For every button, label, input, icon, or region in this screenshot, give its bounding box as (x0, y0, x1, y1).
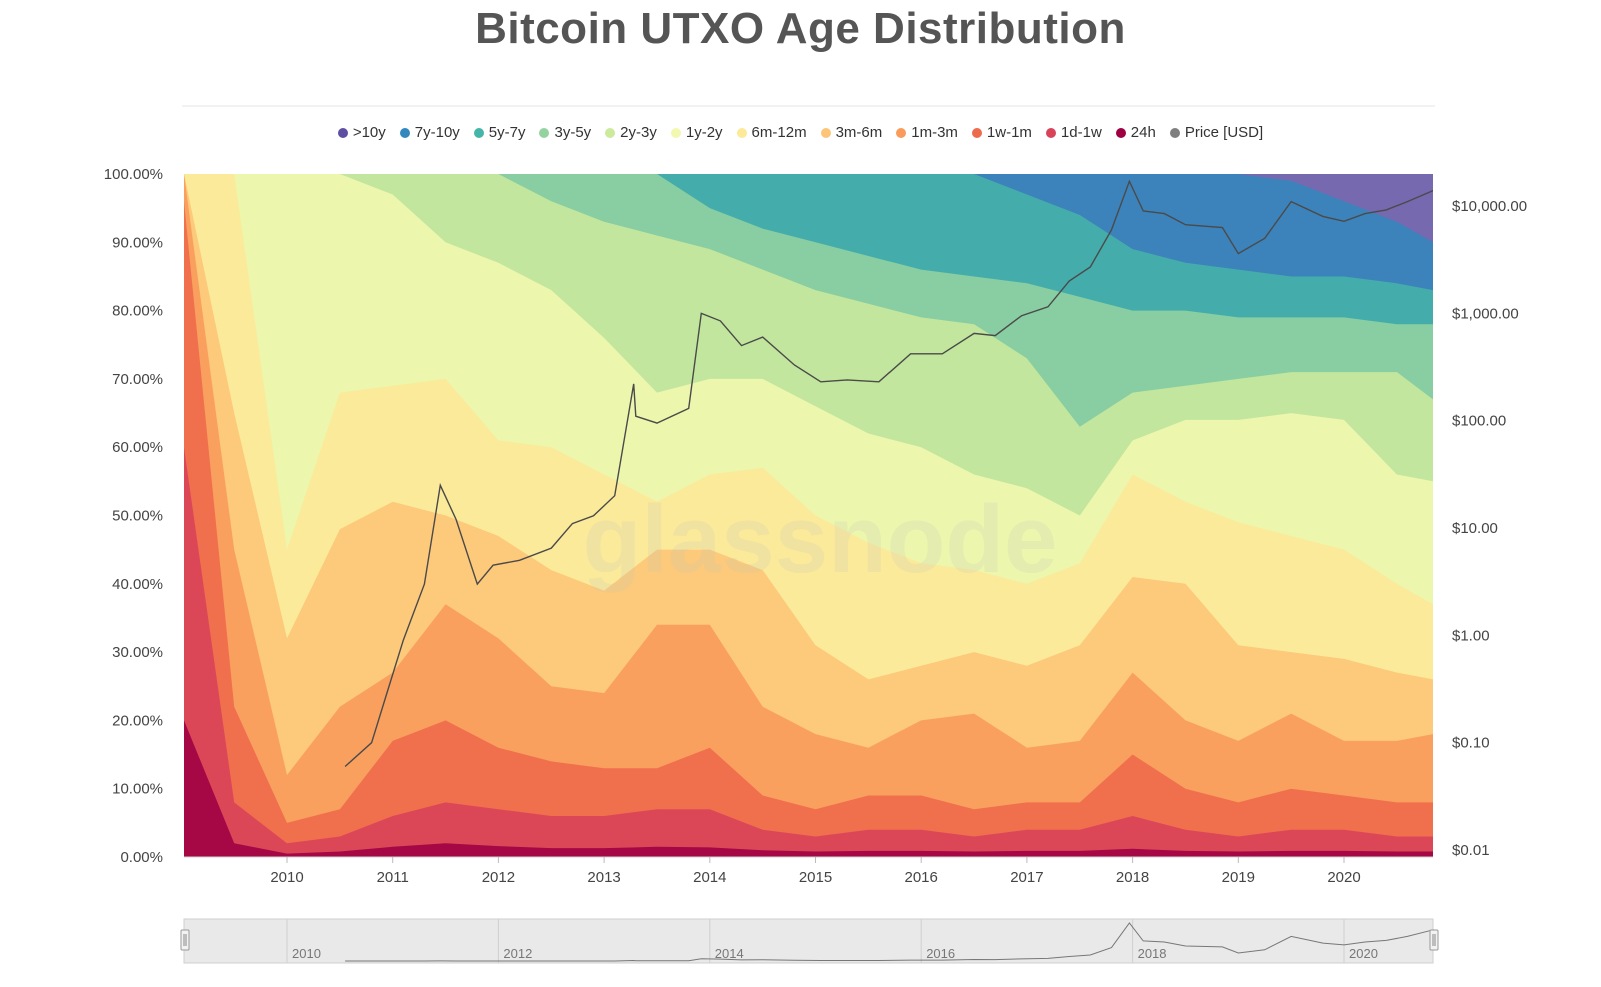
area-series-1w-1m (184, 201, 1433, 857)
area-series-1m-3m (184, 174, 1433, 857)
legend-dot-icon (736, 127, 747, 138)
legend-item-10[interactable]: 1d-1w (1045, 124, 1102, 141)
x-tick-label: 2020 (1327, 869, 1360, 886)
watermark-text: glassnode (583, 486, 1058, 593)
navigator-tick-label: 2018 (1138, 946, 1167, 961)
legend-label: 7y-10y (414, 124, 460, 141)
legend-label: >10y (352, 124, 386, 141)
x-tick-label: 2010 (270, 869, 303, 886)
legend-item-2[interactable]: 5y-7y (473, 124, 526, 141)
y-tick-label: 40.00% (112, 576, 163, 593)
x-tick-label: 2014 (693, 869, 726, 886)
legend-dot-icon (1169, 127, 1180, 138)
y-tick-label: 0.00% (120, 849, 163, 866)
y2-tick-label: $10,000.00 (1452, 198, 1527, 215)
y-tick-label: 20.00% (112, 712, 163, 729)
legend-label: 1m-3m (911, 124, 958, 141)
navigator-tick-label: 2016 (926, 946, 955, 961)
price-line-group (344, 179, 1433, 768)
y-tick-label: 70.00% (112, 371, 163, 388)
navigator-handle-left[interactable] (180, 929, 190, 951)
legend-dot-icon (337, 127, 348, 138)
legend-label: 2y-3y (620, 124, 657, 141)
y2-tick-label: $0.10 (1452, 735, 1490, 752)
y2-tick-label: $10.00 (1452, 520, 1498, 537)
chart-legend: >10y 7y-10y 5y-7y 3y-5y 2y-3y 1y-2y 6m-12m 3m-6… (0, 124, 1601, 141)
x-tick-label: 2015 (799, 869, 832, 886)
legend-dot-icon (1045, 127, 1056, 138)
legend-item-0[interactable]: >10y (337, 124, 386, 141)
legend-dot-icon (399, 127, 410, 138)
legend-item-11[interactable]: 24h (1115, 124, 1156, 141)
legend-label: 5y-7y (488, 124, 526, 141)
legend-label: 24h (1130, 124, 1156, 141)
navigator-tick-label: 2020 (1349, 946, 1378, 961)
y2-tick-label: $100.00 (1452, 413, 1506, 430)
legend-item-12[interactable]: Price [USD] (1169, 124, 1264, 141)
legend-label: Price [USD] (1184, 124, 1264, 141)
y-tick-label: 100.00% (104, 166, 163, 183)
y2-tick-label: $1,000.00 (1452, 305, 1519, 322)
legend-label: 1d-1w (1060, 124, 1102, 141)
x-tick-label: 2017 (1010, 869, 1043, 886)
chart-title: Bitcoin UTXO Age Distribution (475, 4, 1126, 53)
legend-item-6[interactable]: 6m-12m (736, 124, 807, 141)
legend-item-4[interactable]: 2y-3y (605, 124, 657, 141)
y2-tick-label: $1.00 (1452, 627, 1490, 644)
y-axis-left: 0.00% 10.00% 20.00% 30.00% 40.00% 50.00% 60.00… (104, 166, 163, 866)
price-line (344, 179, 1433, 768)
legend-dot-icon (539, 127, 550, 138)
legend-label: 6m-12m (751, 124, 807, 141)
x-tick-label: 2018 (1116, 869, 1149, 886)
legend-dot-icon (971, 127, 982, 138)
legend-label: 3m-6m (835, 124, 883, 141)
navigator-handle-right[interactable] (1429, 929, 1439, 951)
legend-dot-icon (670, 127, 681, 138)
range-navigator[interactable]: 2010 2012 2014 2016 2018 2020 (180, 918, 1439, 964)
legend-item-3[interactable]: 3y-5y (539, 124, 591, 141)
x-tick-label: 2019 (1222, 869, 1255, 886)
x-tick-label: 2013 (587, 869, 620, 886)
x-tick-label: 2012 (482, 869, 515, 886)
legend-item-8[interactable]: 1m-3m (896, 124, 958, 141)
y-tick-label: 10.00% (112, 781, 163, 798)
y-tick-label: 90.00% (112, 234, 163, 251)
legend-dot-icon (605, 127, 616, 138)
legend-label: 1w-1m (986, 124, 1032, 141)
y-tick-label: 50.00% (112, 508, 163, 525)
legend-dot-icon (473, 127, 484, 138)
x-tick-label: 2011 (377, 869, 409, 886)
legend-item-5[interactable]: 1y-2y (670, 124, 723, 141)
navigator-tick-label: 2010 (292, 946, 321, 961)
navigator-tick-label: 2012 (503, 946, 532, 961)
legend-item-7[interactable]: 3m-6m (820, 124, 883, 141)
x-tick-label: 2016 (905, 869, 938, 886)
y-tick-label: 30.00% (112, 644, 163, 661)
navigator-price-line (345, 922, 1434, 962)
y-tick-label: 80.00% (112, 303, 163, 320)
x-axis: 2010 2011 2012 2013 2014 2015 2016 2017 2018 2019… (184, 856, 1433, 886)
legend-label: 3y-5y (554, 124, 592, 141)
navigator-tick-label: 2014 (715, 946, 744, 961)
legend-dot-icon (896, 127, 907, 138)
legend-label: 1y-2y (685, 124, 723, 141)
y2-tick-label: $0.01 (1452, 842, 1490, 859)
legend-dot-icon (1115, 127, 1126, 138)
y-axis-right: $0.01 $0.10 $1.00 $10.00 $100.00 $1,000.00 $10… (1452, 198, 1527, 859)
legend-item-1[interactable]: 7y-10y (399, 124, 460, 141)
navigator-background[interactable] (183, 918, 1434, 964)
legend-dot-icon (820, 127, 831, 138)
y-tick-label: 60.00% (112, 439, 163, 456)
legend-item-9[interactable]: 1w-1m (971, 124, 1032, 141)
stacked-areas (184, 174, 1433, 857)
